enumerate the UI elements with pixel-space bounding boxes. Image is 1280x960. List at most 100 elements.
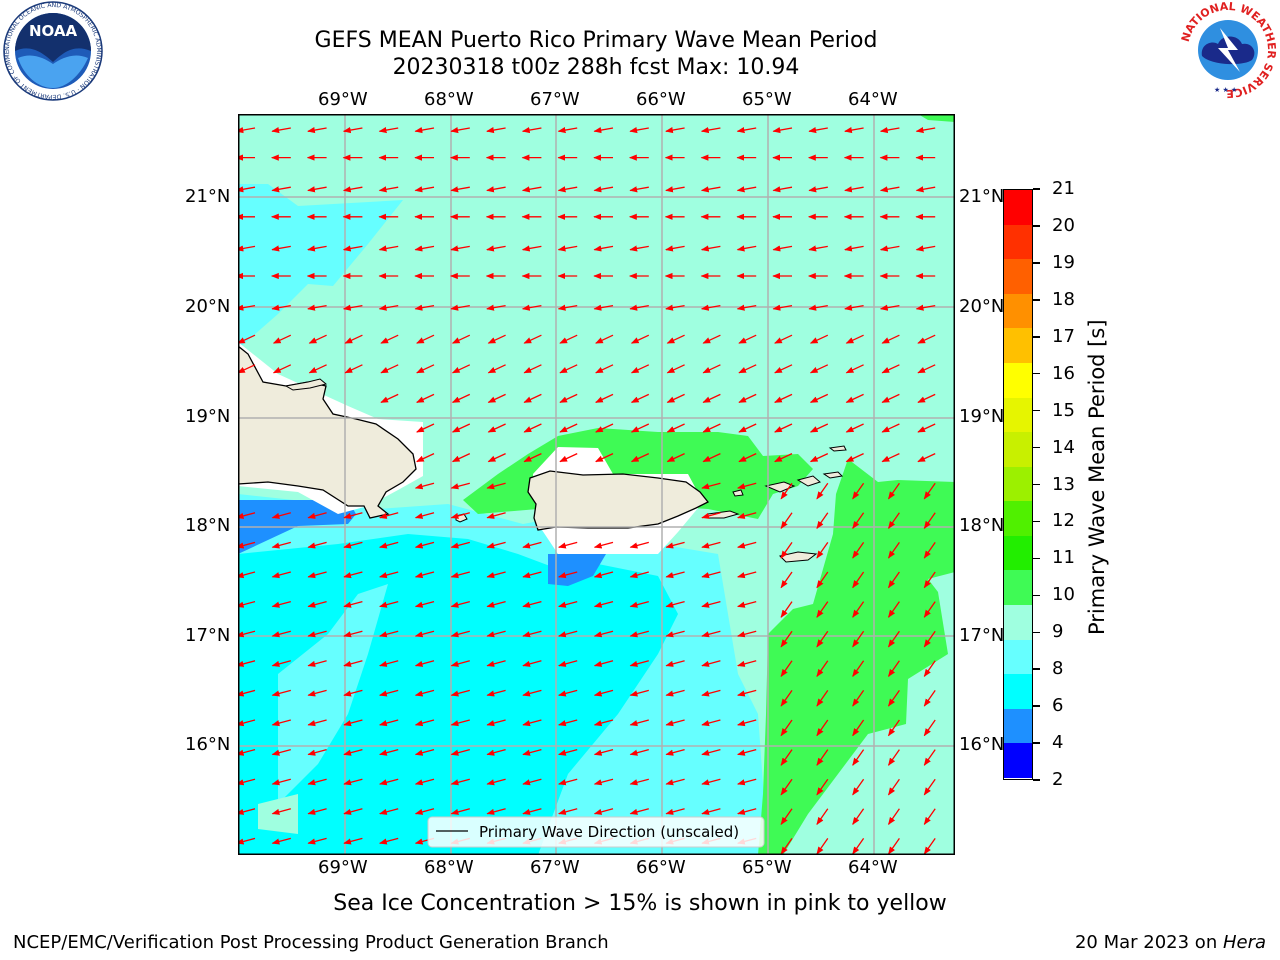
map-panel: Primary Wave Direction (unscaled)	[238, 114, 955, 855]
wave-arrow	[816, 542, 829, 559]
lon-label-top-66: 66°W	[636, 89, 686, 110]
wave-arrow	[923, 719, 936, 737]
colorbar-tick-mark	[1033, 262, 1040, 264]
wave-arrow	[852, 512, 865, 530]
wave-arrow	[774, 423, 793, 433]
wave-arrow	[736, 127, 757, 134]
wave-arrow	[486, 304, 506, 311]
wave-arrow	[486, 808, 506, 815]
lat-label-left-16: 16°N	[185, 734, 231, 755]
lat-label-left-18: 18°N	[185, 515, 231, 536]
wave-arrow	[559, 393, 578, 403]
wave-arrow	[852, 630, 865, 648]
colorbar-tick-mark	[1033, 705, 1040, 707]
wave-arrow	[486, 630, 506, 638]
colorbar-segment	[1004, 535, 1032, 571]
wave-arrow	[852, 571, 865, 589]
wave-arrow	[808, 127, 828, 134]
wave-arrow	[666, 364, 685, 374]
lon-label-bottom-67: 67°W	[530, 857, 580, 878]
wave-arrow	[380, 364, 399, 374]
wave-arrow	[271, 719, 291, 727]
wave-arrow	[780, 719, 793, 737]
wave-arrow	[451, 334, 471, 344]
chart-title: GEFS MEAN Puerto Rico Primary Wave Mean …	[314, 28, 878, 53]
wave-arrow	[416, 453, 435, 463]
wave-arrow	[738, 364, 757, 374]
wave-arrow	[593, 600, 614, 608]
wave-arrow	[595, 423, 614, 433]
wave-arrow	[307, 837, 327, 845]
wave-arrow	[737, 808, 757, 815]
wave-arrow	[378, 186, 399, 193]
land-tortuga	[284, 378, 328, 391]
wave-arrow	[271, 808, 291, 815]
wave-arrow	[414, 186, 435, 193]
wave-arrow	[450, 630, 470, 638]
lon-label-bottom-68: 68°W	[424, 857, 474, 878]
wave-arrow	[380, 334, 399, 344]
wave-arrow	[915, 127, 936, 134]
wave-arrow	[558, 630, 578, 638]
wave-arrow	[852, 778, 865, 796]
wave-arrow	[271, 541, 291, 549]
wave-arrow	[780, 482, 793, 500]
colorbar-tick-mark	[1033, 225, 1040, 227]
wave-arrow	[666, 334, 685, 344]
island-culebra	[732, 489, 744, 497]
wave-arrow	[271, 837, 291, 845]
wave-arrow	[450, 512, 470, 519]
wave-arrow	[816, 660, 829, 678]
wave-arrow	[737, 778, 757, 786]
wave-arrow	[414, 541, 435, 549]
lat-label-left-20: 20°N	[185, 296, 231, 317]
colorbar-tick-label: 2	[1052, 769, 1064, 790]
wave-arrow	[701, 630, 721, 638]
wave-arrow	[414, 808, 435, 815]
wave-arrow	[887, 482, 900, 500]
wave-arrow	[701, 748, 721, 756]
wave-arrow	[487, 364, 506, 374]
wave-arrow	[881, 423, 900, 433]
wave-arrow	[809, 423, 829, 433]
colorbar-segment	[1004, 224, 1032, 260]
wave-arrow	[665, 541, 685, 549]
wave-arrow	[559, 334, 578, 344]
wave-arrow	[486, 186, 506, 193]
wave-arrow	[629, 808, 649, 815]
lon-label-bottom-69: 69°W	[318, 857, 368, 878]
wave-arrow	[887, 808, 900, 826]
field-10-11-east	[758, 459, 955, 855]
wave-arrow	[414, 719, 435, 727]
wave-arrow	[450, 660, 470, 667]
wave-arrow	[879, 127, 900, 134]
wave-arrow	[558, 600, 578, 608]
wave-arrow	[238, 778, 256, 786]
wave-arrow	[665, 719, 685, 727]
wave-arrow	[701, 719, 721, 727]
wave-arrow	[522, 778, 542, 786]
wave-arrow	[629, 304, 649, 311]
wave-arrow	[879, 245, 900, 252]
wave-arrow	[737, 541, 757, 549]
lon-label-bottom-64: 64°W	[848, 857, 898, 878]
wave-arrow	[809, 453, 829, 463]
wave-arrow	[923, 512, 936, 530]
wave-arrow	[378, 127, 399, 134]
wave-arrow	[852, 690, 865, 707]
chart-subtitle: 20230318 t00z 288h fcst Max: 10.94	[392, 55, 800, 80]
wave-arrow	[737, 600, 757, 608]
colorbar-segment	[1004, 743, 1032, 779]
colorbar-tick-label: 9	[1052, 621, 1064, 643]
wave-arrow	[523, 453, 542, 463]
wave-arrow	[630, 334, 650, 344]
wave-arrow	[816, 778, 829, 796]
wave-arrow	[307, 571, 327, 579]
wave-arrow	[238, 364, 256, 374]
wave-arrow	[629, 660, 649, 667]
wave-arrow	[344, 334, 363, 344]
wave-arrow	[379, 541, 399, 549]
wave-arrow	[486, 541, 506, 549]
wave-arrow	[271, 748, 291, 756]
wave-arrow	[451, 364, 471, 374]
